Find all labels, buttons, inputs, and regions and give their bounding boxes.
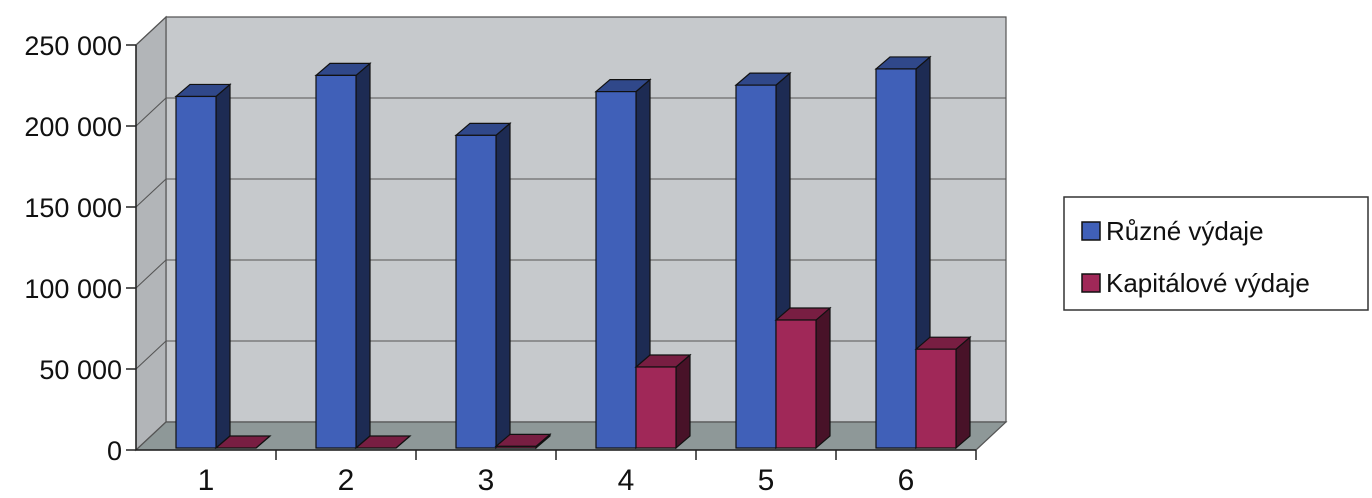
legend-swatch-ruzne-vydaje (1081, 221, 1101, 241)
bar-kapitalove-vydaje-4 (634, 353, 692, 450)
legend-box (1063, 196, 1369, 311)
bar-front (175, 95, 217, 449)
bar-side (355, 62, 371, 450)
bar-front (455, 134, 497, 449)
bar-ruzne-vydaje-3 (454, 122, 512, 450)
side-wall (135, 15, 167, 452)
y-axis (126, 44, 977, 460)
legend-label-ruzne-vydaje: Různé výdaje (1106, 216, 1264, 246)
gridlines (135, 16, 1006, 370)
bar-front (875, 68, 917, 449)
bar-kapitalove-vydaje-6 (914, 335, 972, 450)
y-tick-label: 0 (107, 436, 122, 466)
bar-front (735, 84, 777, 449)
bars (174, 55, 972, 450)
x-tick-label: 4 (618, 464, 635, 497)
bar-side (955, 335, 971, 450)
y-tick-label: 250 000 (24, 31, 122, 61)
legend-label-kapitalove-vydaje: Kapitálové výdaje (1106, 268, 1310, 298)
bar-side (215, 83, 231, 450)
gridline-side (135, 340, 167, 370)
y-tick-label: 150 000 (24, 193, 122, 223)
x-tick-label: 5 (758, 464, 775, 497)
y-axis-labels: 0 50 000 100 000 150 000 200 000 250 000 (24, 31, 122, 466)
gridline-side (135, 259, 167, 289)
legend: Různé výdaje Kapitálové výdaje (1063, 196, 1369, 311)
y-tick-label: 100 000 (24, 274, 122, 304)
bar-side (675, 353, 691, 450)
bar-ruzne-vydaje-2 (314, 62, 372, 450)
x-tick-label: 3 (478, 464, 495, 497)
bar-front (775, 319, 817, 449)
x-axis-labels: 1 2 3 4 5 6 (198, 464, 915, 497)
bar-front (915, 348, 957, 449)
bar-side (815, 306, 831, 450)
bar-side (495, 122, 511, 450)
x-tick-label: 2 (338, 464, 355, 497)
bar-front (595, 90, 637, 449)
bar-ruzne-vydaje-1 (174, 83, 232, 450)
bar-front (495, 445, 537, 449)
bar-top (354, 435, 412, 449)
bar-front (635, 366, 677, 449)
x-tick-label: 6 (898, 464, 915, 497)
gridline-side (135, 16, 167, 46)
y-tick-label: 50 000 (39, 355, 122, 385)
gridline-side (135, 178, 167, 208)
bar-kapitalove-vydaje-2 (354, 435, 412, 449)
legend-swatch-kapitalove-vydaje (1081, 273, 1101, 293)
bar-front (315, 74, 357, 449)
bar-kapitalove-vydaje-5 (774, 306, 832, 450)
x-tick-label: 1 (198, 464, 215, 497)
bar-top (214, 435, 272, 449)
y-tick-label: 200 000 (24, 112, 122, 142)
gridline-side (135, 97, 167, 127)
bar-kapitalove-vydaje-3 (494, 433, 552, 450)
bar-kapitalove-vydaje-1 (214, 435, 272, 449)
